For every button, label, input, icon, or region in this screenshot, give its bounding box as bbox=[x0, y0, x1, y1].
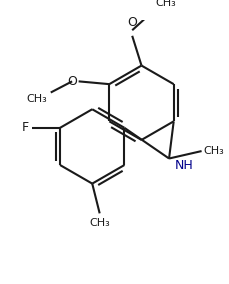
Text: CH₃: CH₃ bbox=[26, 94, 47, 105]
Text: F: F bbox=[22, 121, 29, 134]
Text: CH₃: CH₃ bbox=[155, 0, 175, 8]
Text: CH₃: CH₃ bbox=[203, 146, 223, 156]
Text: O: O bbox=[127, 16, 136, 29]
Text: O: O bbox=[67, 75, 77, 88]
Text: CH₃: CH₃ bbox=[89, 218, 109, 228]
Text: NH: NH bbox=[174, 159, 193, 172]
